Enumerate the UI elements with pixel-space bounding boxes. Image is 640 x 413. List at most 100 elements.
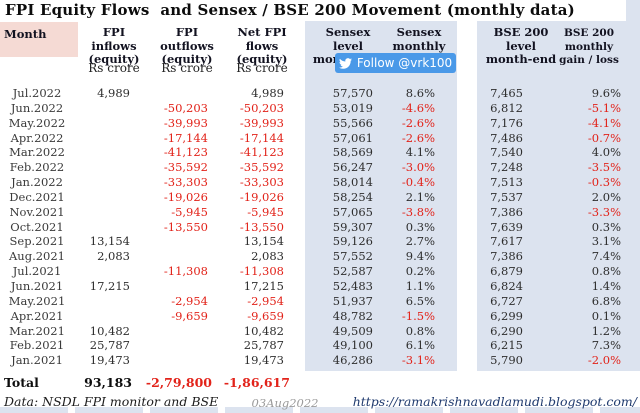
cell-bse-gain: 0.8% xyxy=(591,264,621,279)
cell-bse-level: 7,486 xyxy=(490,130,523,145)
cell-outflow: -41,123 xyxy=(163,145,208,160)
table-row: May.2022 -39,993 -39,993 55,566 -2.6% 7,176 -4… xyxy=(0,116,640,131)
cell-sensex-gain: 2.7% xyxy=(405,234,435,249)
cell-month: Apr.2021 xyxy=(10,308,64,323)
cell-month: Jun.2021 xyxy=(10,278,64,293)
cell-inflow xyxy=(80,220,132,235)
cell-bse-gain: -0.7% xyxy=(587,130,621,145)
cell-sensex-level: 58,254 xyxy=(332,189,373,204)
table-row: Jun.2022 -50,203 -50,203 53,019 -4.6% 6,812 -5… xyxy=(0,101,640,116)
cell-bse-gain: -0.3% xyxy=(587,175,621,190)
cell-bse-level: 6,299 xyxy=(490,308,523,323)
cell-outflow: -9,659 xyxy=(171,308,208,323)
twitter-follow-button[interactable]: Follow @vrk100 xyxy=(335,53,456,73)
cell-net: 13,154 xyxy=(243,234,284,249)
cell-bse-level: 7,540 xyxy=(490,145,523,160)
bottom-cells-strip xyxy=(0,407,640,413)
cell-bse-gain: 1.2% xyxy=(591,323,621,338)
cell-outflow: -17,144 xyxy=(163,130,208,145)
table-row: Feb.2021 25,787 25,787 49,100 6.1% 6,215 7.3% xyxy=(0,338,640,353)
cell-inflow: 19,473 xyxy=(89,353,130,368)
sensex-column-band xyxy=(305,21,457,371)
table-row: Dec.2021 -19,026 -19,026 58,254 2.1% 7,537 2.0… xyxy=(0,190,640,205)
cell-bse-gain: 0.1% xyxy=(591,308,621,323)
table-row: Feb.2022 -35,592 -35,592 56,247 -3.0% 7,248 -3… xyxy=(0,160,640,175)
cell-bse-level: 6,215 xyxy=(490,338,523,353)
cell-net: 4,989 xyxy=(251,86,284,100)
cell-sensex-level: 59,126 xyxy=(332,234,373,249)
cell-outflow xyxy=(132,234,210,249)
cell-outflow: -13,550 xyxy=(163,219,208,234)
cell-outflow xyxy=(132,249,210,264)
cell-net: 2,083 xyxy=(251,249,284,264)
cell-month: Jan.2022 xyxy=(11,175,63,190)
cell-bse-level: 7,537 xyxy=(490,189,523,204)
cell-bse-gain: 2.0% xyxy=(591,189,621,204)
cell-sensex-gain: 0.3% xyxy=(405,219,435,234)
table-total-row: Total 93,183 -2,79,800 -1,86,617 xyxy=(0,374,640,391)
top-right-band-sliver xyxy=(626,0,640,21)
cell-bse-level: 6,879 xyxy=(490,264,523,279)
column-header-bse-level: BSE 200 level month-end xyxy=(485,25,557,66)
cell-sensex-gain: 2.1% xyxy=(405,189,435,204)
cell-net: -39,993 xyxy=(239,115,284,130)
cell-bse-level: 6,290 xyxy=(490,323,523,338)
cell-inflow: 10,482 xyxy=(89,323,130,338)
cell-bse-gain: -5.1% xyxy=(587,100,621,115)
cell-sensex-level: 57,065 xyxy=(332,204,373,219)
blog-url-link[interactable]: https://ramakrishnavadlamudi.blogspot.co… xyxy=(352,394,637,409)
cell-bse-level: 7,617 xyxy=(490,234,523,249)
cell-inflow xyxy=(80,160,132,175)
cell-inflow xyxy=(80,264,132,279)
cell-bse-level: 6,812 xyxy=(490,100,523,115)
cell-sensex-level: 51,937 xyxy=(332,293,373,308)
cell-sensex-gain: 6.1% xyxy=(405,338,435,353)
cell-sensex-level: 58,569 xyxy=(332,145,373,160)
cell-sensex-level: 58,014 xyxy=(332,175,373,190)
cell-month: Aug.2021 xyxy=(9,249,65,264)
cell-month: Dec.2021 xyxy=(9,189,65,204)
cell-month: Jul.2022 xyxy=(12,86,62,100)
cell-inflow: 13,154 xyxy=(89,234,130,249)
cell-sensex-gain: 6.5% xyxy=(405,293,435,308)
cell-inflow xyxy=(80,101,132,116)
cell-inflow xyxy=(80,131,132,146)
table-row: Jun.2021 17,215 17,215 52,483 1.1% 6,824 1.4% xyxy=(0,279,640,294)
cell-bse-level: 7,513 xyxy=(490,175,523,190)
cell-bse-level: 5,790 xyxy=(490,353,523,368)
cell-bse-level: 7,248 xyxy=(490,160,523,175)
cell-net: -17,144 xyxy=(239,130,284,145)
cell-bse-gain: 0.3% xyxy=(591,219,621,234)
cell-bse-gain: -4.1% xyxy=(587,115,621,130)
cell-outflow xyxy=(132,86,210,101)
table-row: Mar.2021 10,482 10,482 49,509 0.8% 6,290 1.2% xyxy=(0,324,640,339)
cell-bse-gain: -2.0% xyxy=(587,353,621,368)
cell-bse-gain: 1.4% xyxy=(591,278,621,293)
cell-outflow xyxy=(132,279,210,294)
cell-sensex-level: 53,019 xyxy=(332,100,373,115)
cell-sensex-level: 49,509 xyxy=(332,323,373,338)
cell-bse-gain: -3.3% xyxy=(587,204,621,219)
cell-net: -5,945 xyxy=(247,204,284,219)
cell-month: Feb.2022 xyxy=(9,160,65,175)
cell-net: -19,026 xyxy=(239,189,284,204)
page-title: FPI Equity Flows and Sensex / BSE 200 Mo… xyxy=(5,1,575,19)
cell-sensex-level: 52,587 xyxy=(332,264,373,279)
cell-sensex-gain: 8.6% xyxy=(405,86,435,100)
table-row: Nov.2021 -5,945 -5,945 57,065 -3.8% 7,386 -3.3… xyxy=(0,205,640,220)
cell-sensex-gain: 4.1% xyxy=(405,145,435,160)
cell-net: 17,215 xyxy=(243,278,284,293)
cell-month: May.2021 xyxy=(8,293,66,308)
cell-inflow xyxy=(80,294,132,309)
cell-sensex-level: 55,566 xyxy=(332,115,373,130)
unit-label-rs-crore: Rs crore xyxy=(88,61,140,75)
cell-outflow: -33,303 xyxy=(163,175,208,190)
cell-bse-gain: 4.0% xyxy=(591,145,621,160)
table-row: Jan.2022 -33,303 -33,303 58,014 -0.4% 7,513 -0… xyxy=(0,175,640,190)
cell-sensex-level: 52,483 xyxy=(332,278,373,293)
column-header-month: Month xyxy=(4,27,47,41)
cell-bse-level: 6,727 xyxy=(490,293,523,308)
cell-net: 19,473 xyxy=(243,353,284,368)
cell-sensex-level: 57,552 xyxy=(332,249,373,264)
cell-month: Apr.2022 xyxy=(10,130,64,145)
